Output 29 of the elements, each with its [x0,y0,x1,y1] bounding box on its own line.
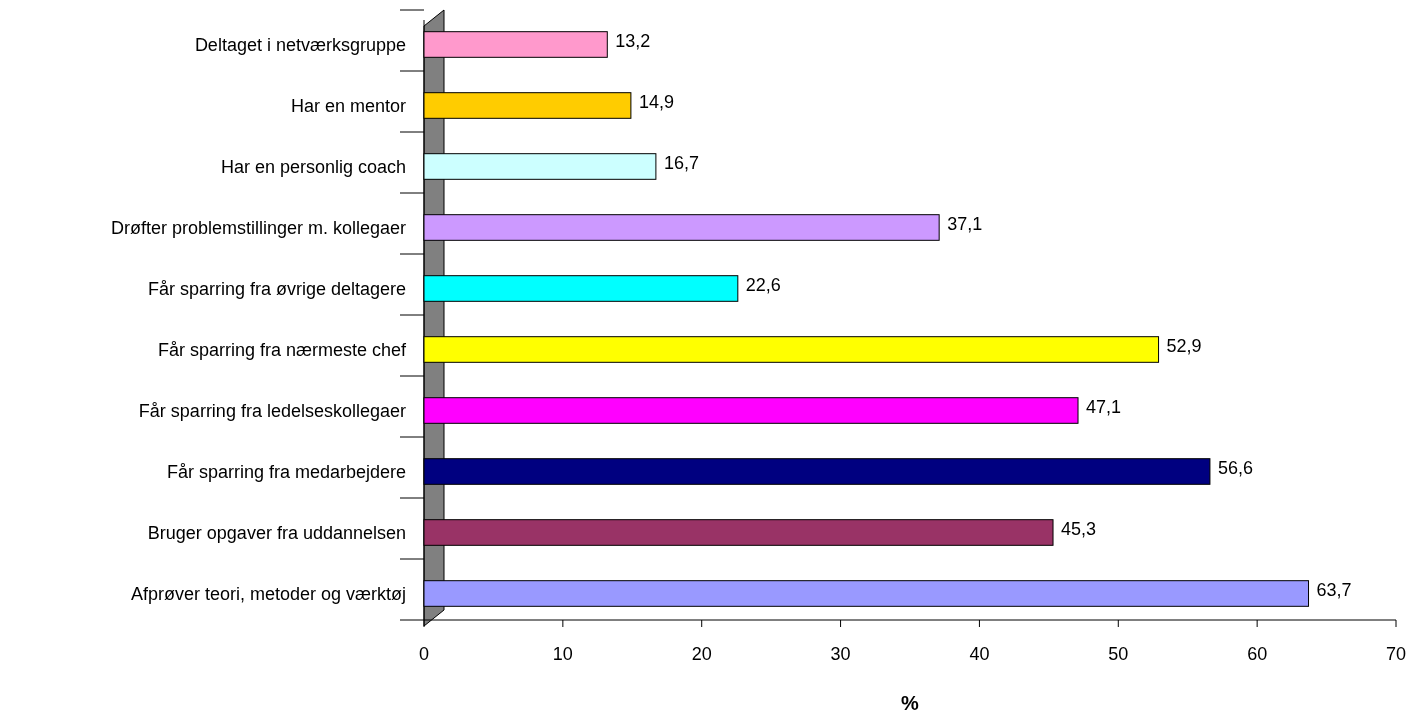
data-label: 47,1 [1086,396,1122,417]
y-tick-label: Får sparring fra nærmeste chef [157,339,407,360]
y-tick-label: Har en mentor [290,95,406,116]
data-label: 13,2 [615,30,651,51]
y-tick-label: Afprøver teori, metoder og værktøj [130,583,406,604]
x-tick-label: 40 [969,644,990,664]
y-tick-label: Får sparring fra ledelseskollegaer [138,400,406,421]
y-tick-label: Får sparring fra medarbejdere [166,461,406,482]
x-tick-label: 10 [552,644,573,664]
data-label: 56,6 [1217,457,1253,478]
x-tick-label: 0 [418,644,430,664]
x-tick-label: 20 [691,644,712,664]
x-tick-label: 50 [1108,644,1129,664]
x-tick-label: 70 [1385,644,1407,664]
data-label: 37,1 [947,213,983,234]
y-tick-label: Har en personlig coach [220,156,406,177]
data-label: 14,9 [638,91,674,112]
x-axis-title: % [901,692,920,713]
x-tick-label: 60 [1247,644,1268,664]
data-label: 45,3 [1061,518,1097,539]
y-tick-label: Drøfter problemstillinger m. kollegaer [110,217,406,238]
data-label: 63,7 [1316,579,1352,600]
data-label: 22,6 [745,274,781,295]
x-tick-label: 30 [830,644,851,664]
y-tick-label: Bruger opgaver fra uddannelsen [147,522,406,543]
y-tick-label: Får sparring fra øvrige deltagere [147,278,406,299]
y-tick-label: Deltaget i netværksgruppe [194,34,406,55]
data-label: 52,9 [1166,335,1202,356]
data-label: 16,7 [663,152,699,173]
